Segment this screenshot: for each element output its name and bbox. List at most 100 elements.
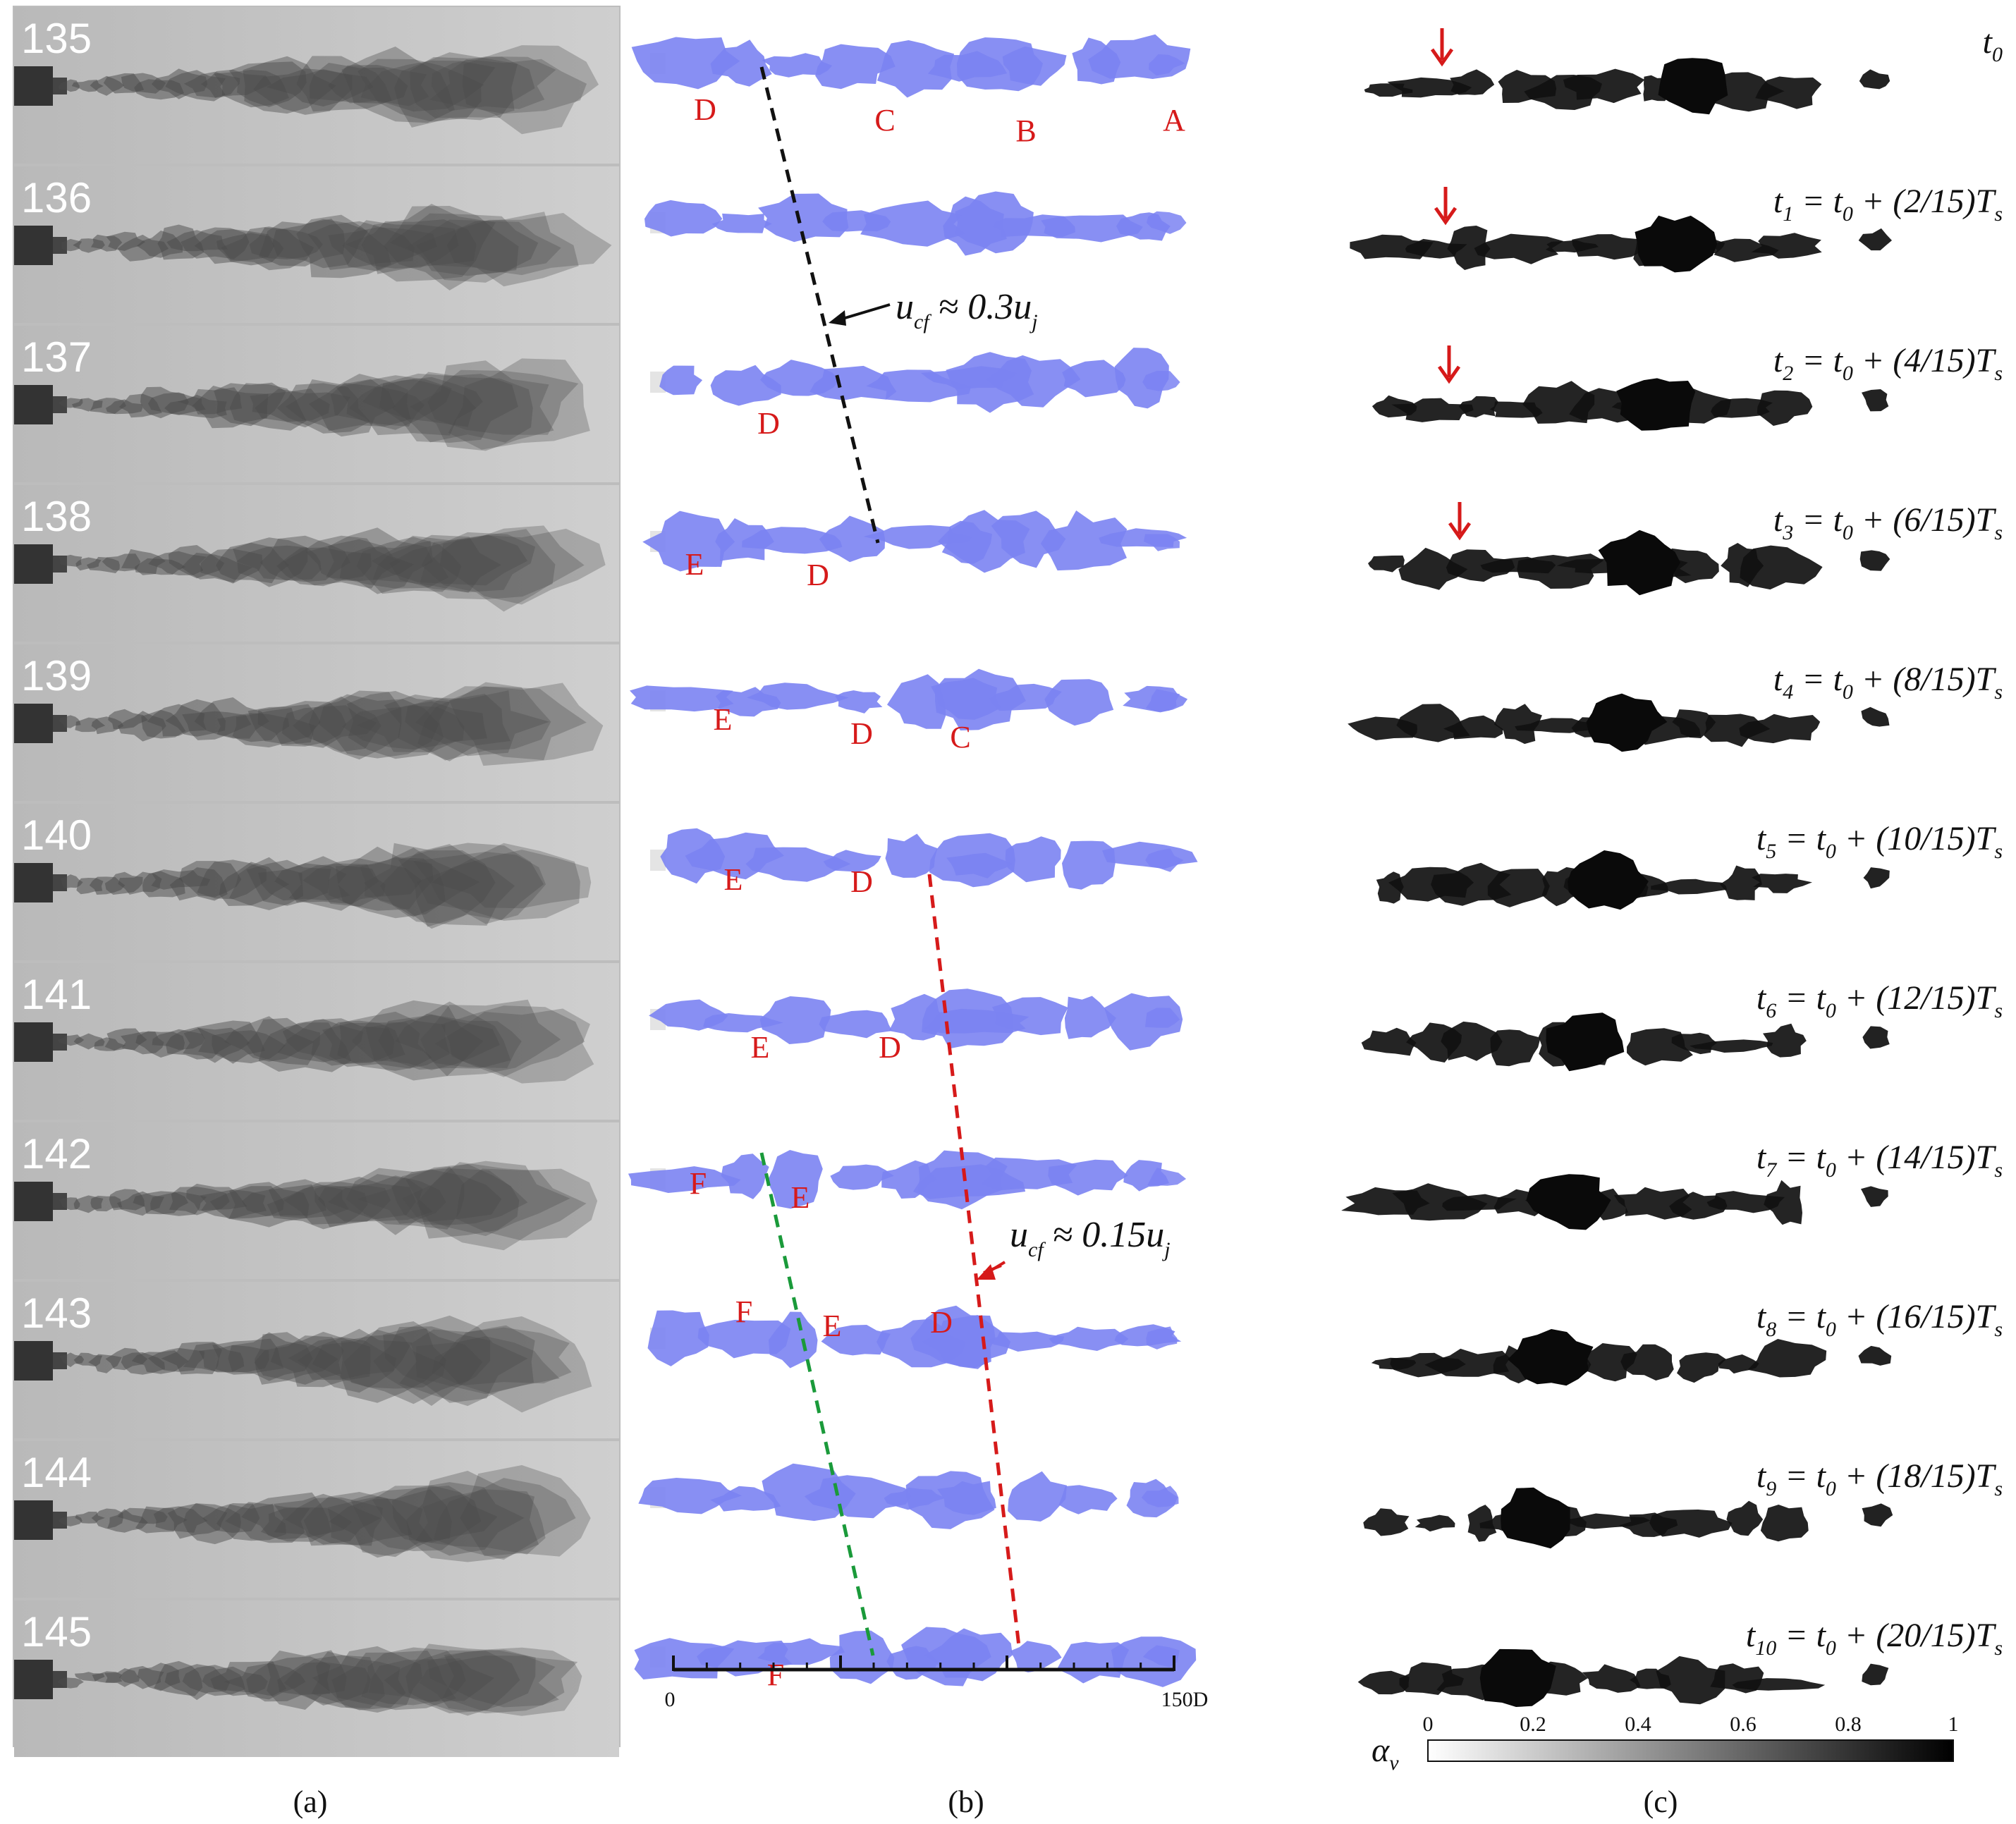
time-label: t10 = t0 + (20/15)Ts (1746, 1617, 2003, 1660)
colorbar-tick-label: 1 (1948, 1713, 1959, 1736)
structure-label: A (1163, 103, 1185, 137)
colorbar-tick-label: 0.8 (1835, 1713, 1862, 1736)
frame-number: 138 (21, 493, 92, 540)
colorbar: 0 0.2 0.4 0.6 0.8 1 αv (1372, 1713, 1959, 1775)
void-fraction-row: t9 = t0 + (18/15)Ts (1363, 1457, 2003, 1549)
structure-label: D (879, 1030, 901, 1065)
photo-frame: 139 (14, 644, 619, 801)
isosurface-row: D (650, 348, 1180, 441)
photo-frame: 143 (14, 1282, 619, 1438)
structure-label: E (685, 547, 704, 582)
photo-frame: 138 (14, 485, 619, 642)
frame-number: 144 (21, 1449, 92, 1496)
panel-c-void-fraction: t0 t1 = t0 + (2/15)Ts t2 = t0 + (4/15)Ts t3… (1341, 23, 2003, 1707)
colorbar-tick-label: 0.6 (1730, 1713, 1757, 1736)
time-label: t9 = t0 + (18/15)Ts (1757, 1457, 2003, 1500)
axis-max-label: 150D (1161, 1688, 1209, 1711)
structure-label: D (850, 864, 873, 899)
void-fraction-row: t3 = t0 + (6/15)Ts (1368, 501, 2003, 596)
time-label: t7 = t0 + (14/15)Ts (1757, 1139, 2003, 1182)
void-fraction-row: t2 = t0 + (4/15)Ts (1372, 342, 2003, 431)
structure-label: D (757, 406, 780, 441)
dash-line-green (759, 1152, 875, 1656)
structure-label: C (874, 103, 895, 137)
void-fraction-row: t7 = t0 + (14/15)Ts (1341, 1139, 2003, 1230)
structure-label: F (690, 1166, 707, 1201)
time-label: t0 (1983, 23, 2003, 66)
photo-frame: 136 (14, 166, 619, 323)
svg-text:ucf ≈ 0.15uj: ucf ≈ 0.15uj (1010, 1215, 1171, 1261)
void-fraction-row: t8 = t0 + (16/15)Ts (1371, 1298, 2003, 1386)
annotation-slow: ucf ≈ 0.15uj (977, 1215, 1171, 1280)
photo-frame: 145 (14, 1600, 619, 1757)
colorbar-tick-label: 0 (1423, 1713, 1434, 1736)
photo-frame: 140 (14, 804, 619, 960)
panel-a-photographs: 135 136 137 138 139 140 141 142 143 144 145 (13, 6, 621, 1757)
time-label: t5 = t0 + (10/15)Ts (1757, 820, 2003, 863)
structure-label: E (791, 1180, 810, 1215)
frame-number: 141 (21, 971, 92, 1018)
structure-label: D (694, 92, 716, 127)
photo-frame: 141 (14, 963, 619, 1120)
frame-number: 139 (21, 652, 92, 699)
isosurface-row (644, 191, 1187, 256)
caption-b: (b) (948, 1785, 984, 1819)
time-label: t6 = t0 + (12/15)Ts (1757, 979, 2003, 1022)
isosurface-row: F (634, 1627, 1197, 1692)
photo-frame: 142 (14, 1122, 619, 1279)
colorbar-tick-label: 0.4 (1625, 1713, 1651, 1736)
frame-number: 135 (21, 15, 92, 62)
structure-label: D (930, 1305, 953, 1340)
void-fraction-row: t5 = t0 + (10/15)Ts (1376, 820, 2003, 910)
void-fraction-row: t4 = t0 + (8/15)Ts (1348, 661, 2003, 752)
void-fraction-row: t10 = t0 + (20/15)Ts (1357, 1617, 2003, 1707)
axis-min-label: 0 (665, 1688, 676, 1711)
time-label: t8 = t0 + (16/15)Ts (1757, 1298, 2003, 1341)
structure-label: E (724, 862, 743, 897)
caption-c: (c) (1644, 1785, 1678, 1819)
frame-number: 136 (21, 174, 92, 221)
frame-number: 140 (21, 812, 92, 859)
void-fraction-row: t6 = t0 + (12/15)Ts (1361, 979, 2003, 1072)
time-label: t4 = t0 + (8/15)Ts (1773, 661, 2003, 704)
annotation-fast: ucf ≈ 0.3uj (829, 287, 1038, 333)
frame-number: 145 (21, 1608, 92, 1655)
frame-number: 137 (21, 333, 92, 381)
svg-text:αv: αv (1372, 1732, 1399, 1775)
structure-label: B (1015, 114, 1036, 148)
frame-number: 142 (21, 1130, 92, 1177)
photo-frame: 135 (14, 7, 619, 164)
colorbar-tick-label: 0.2 (1520, 1713, 1546, 1736)
structure-label: F (735, 1294, 752, 1329)
dash-line-red (927, 874, 1021, 1647)
structure-label: F (767, 1658, 784, 1692)
time-label: t1 = t0 + (2/15)Ts (1773, 183, 2003, 226)
structure-label: E (714, 702, 733, 737)
svg-text:ucf ≈ 0.3uj: ucf ≈ 0.3uj (896, 287, 1038, 333)
void-fraction-row: t0 (1364, 23, 2003, 115)
caption-a: (a) (293, 1785, 328, 1819)
time-label: t2 = t0 + (4/15)Ts (1773, 342, 2003, 385)
structure-label: C (950, 720, 970, 754)
dash-line-black (759, 66, 880, 544)
isosurface-row (638, 1463, 1179, 1529)
panel-b-scale-axis: 0 150D (665, 1655, 1209, 1711)
structure-label: E (751, 1030, 770, 1065)
structure-label: E (823, 1309, 842, 1343)
void-fraction-row: t1 = t0 + (2/15)Ts (1350, 183, 2003, 273)
structure-label: D (807, 558, 829, 592)
photo-frame: 144 (14, 1441, 619, 1598)
structure-label: D (850, 716, 873, 751)
photo-frame: 137 (14, 326, 619, 482)
frame-number: 143 (21, 1290, 92, 1337)
panel-b-isosurfaces: D C B ADE DE D CE DE DF EF E DF (628, 34, 1198, 1692)
time-label: t3 = t0 + (6/15)Ts (1773, 501, 2003, 544)
